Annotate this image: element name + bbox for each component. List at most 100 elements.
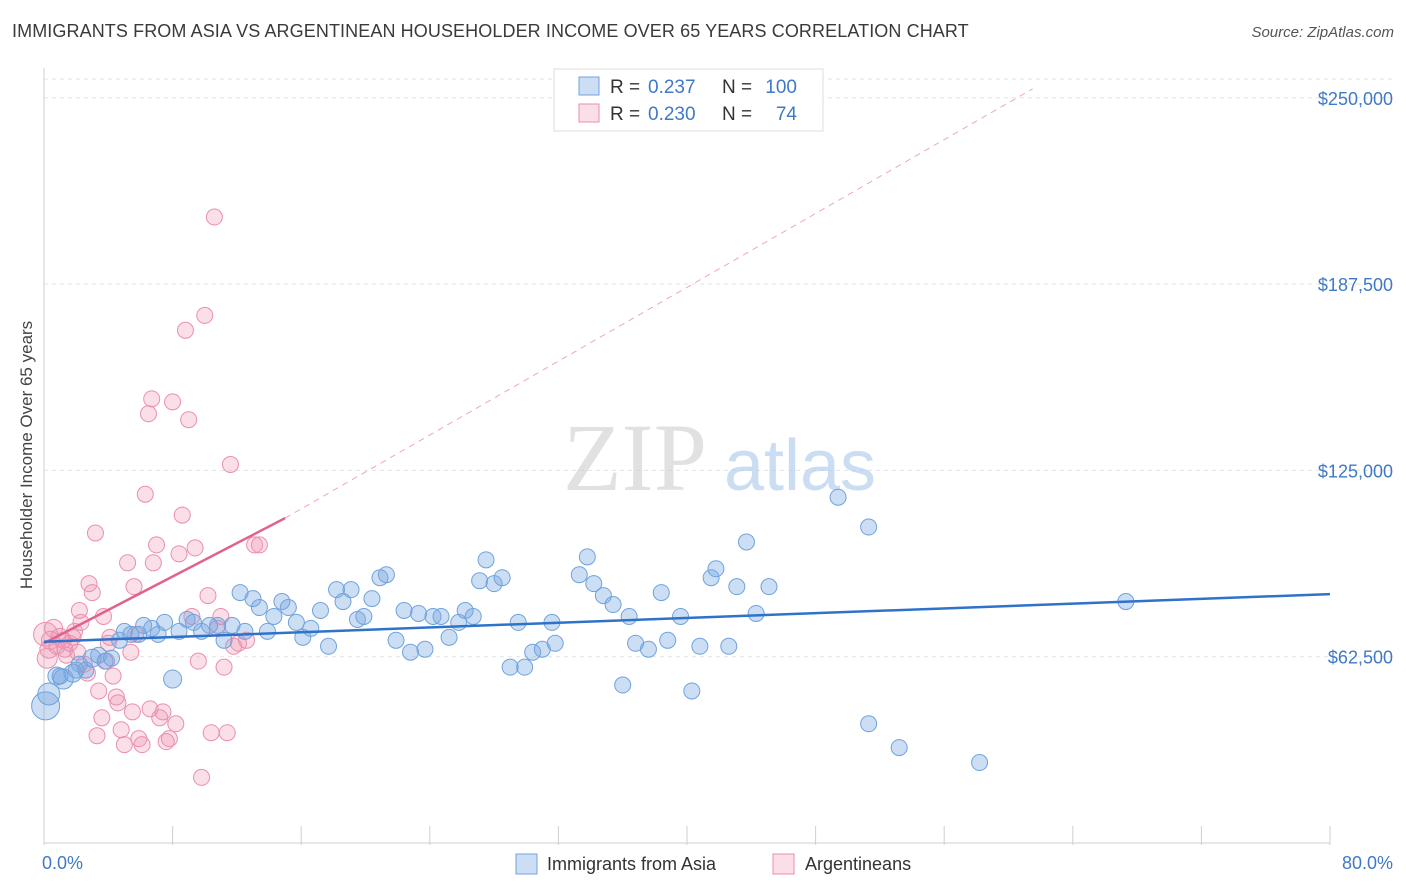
asia-point xyxy=(604,596,622,614)
y-tick-label: $62,500 xyxy=(1328,648,1393,668)
asia-point xyxy=(659,631,677,649)
argentinean-point xyxy=(160,730,178,748)
argentinean-point xyxy=(93,709,111,727)
asia-point xyxy=(334,593,352,611)
asia-point xyxy=(387,631,405,649)
asia-point xyxy=(320,637,338,655)
asia-point xyxy=(578,548,596,566)
argentinean-point xyxy=(104,667,122,685)
asia-point xyxy=(652,584,670,602)
argentinean-point xyxy=(238,631,256,649)
asia-point xyxy=(244,590,262,608)
asia-point xyxy=(67,661,85,679)
asia-point xyxy=(209,616,227,634)
legend-n-label-1: N = xyxy=(722,77,752,98)
asia-point xyxy=(971,754,989,772)
asia-point xyxy=(570,566,588,584)
asia-point xyxy=(501,658,519,676)
argentinean-point xyxy=(157,733,175,751)
legend-n-value-1: 100 xyxy=(765,77,797,98)
asia-point xyxy=(720,637,738,655)
bottom-legend-label-argentineans: Argentineans xyxy=(805,854,911,874)
argentinean-point xyxy=(173,506,191,524)
asia-point xyxy=(410,604,428,622)
argentinean-point xyxy=(86,524,104,542)
argentinean-point xyxy=(148,536,166,554)
asia-point xyxy=(273,593,291,611)
asia-point xyxy=(279,599,297,617)
argentinean-point xyxy=(123,703,141,721)
argentinean-point xyxy=(202,724,220,742)
y-tick-label: $187,500 xyxy=(1318,275,1393,295)
argentinean-point xyxy=(70,602,88,619)
asia-point xyxy=(516,658,534,676)
legend-swatch-blue xyxy=(578,76,600,96)
asia-point xyxy=(163,669,183,689)
argentinean-point xyxy=(115,736,133,754)
asia-point xyxy=(760,578,778,596)
asia-point xyxy=(620,607,638,625)
argentinean-point xyxy=(154,703,172,721)
argentinean-point xyxy=(176,321,194,339)
argentinean-point xyxy=(196,306,214,324)
y-axis-label: Householder Income Over 65 years xyxy=(17,321,36,589)
asia-point xyxy=(47,666,67,686)
asia-point xyxy=(37,682,61,706)
y-tick-label: $250,000 xyxy=(1318,89,1393,109)
argentinean-point xyxy=(186,539,204,557)
argentinean-point xyxy=(199,587,217,605)
argentinean-point xyxy=(250,536,268,554)
argentinean-point xyxy=(144,554,162,572)
asia-point xyxy=(639,640,657,658)
argentinean-point xyxy=(180,411,198,429)
legend-n-value-2: 74 xyxy=(776,104,798,125)
asia-point xyxy=(585,575,603,593)
argentinean-point xyxy=(136,485,154,503)
asia-point xyxy=(829,488,847,506)
argentinean-point xyxy=(164,393,182,411)
asia-point xyxy=(737,533,755,551)
asia-point xyxy=(342,581,360,599)
legend-r-value-1: 0.237 xyxy=(648,77,696,98)
argentinean-trend-extension xyxy=(284,88,1033,519)
argentinean-point xyxy=(119,554,137,572)
argentinean-point xyxy=(218,724,236,742)
asia-point xyxy=(747,604,765,622)
asia-point xyxy=(546,634,564,652)
asia-point xyxy=(728,578,746,596)
asia-point xyxy=(90,646,108,664)
asia-point xyxy=(51,667,69,685)
argentinean-point xyxy=(139,405,157,423)
legend-r-value-2: 0.230 xyxy=(648,104,696,125)
asia-point xyxy=(250,599,268,617)
asia-point xyxy=(691,637,709,655)
asia-point xyxy=(363,590,381,608)
bottom-legend-swatch-argentineans xyxy=(772,853,795,875)
source-label: Source: ZipAtlas.com xyxy=(1251,24,1394,41)
asia-trend-line xyxy=(43,592,1331,644)
asia-point xyxy=(614,676,632,694)
asia-point xyxy=(471,572,489,590)
asia-point xyxy=(672,607,690,625)
asia-point xyxy=(258,622,276,640)
bottom-legend-swatch-asia xyxy=(515,853,538,875)
asia-point xyxy=(302,619,320,637)
asia-point xyxy=(395,602,413,619)
argentinean-point xyxy=(133,736,151,754)
watermark: ZIP atlas xyxy=(563,404,876,511)
watermark-atlas: atlas xyxy=(724,426,876,506)
argentinean-point xyxy=(83,584,101,602)
asia-point xyxy=(103,649,121,667)
asia-point xyxy=(477,551,495,569)
argentinean-trend-line xyxy=(43,516,286,645)
argentinean-point xyxy=(170,545,188,563)
axes xyxy=(43,68,1331,845)
asia-point xyxy=(432,607,450,625)
argentinean-point xyxy=(141,700,159,718)
argentinean-point xyxy=(90,682,108,700)
legend-swatch-pink xyxy=(578,103,600,123)
chart-title: IMMIGRANTS FROM ASIA VS ARGENTINEAN HOUS… xyxy=(12,21,969,41)
asia-point xyxy=(890,739,908,757)
x-tick-label-max: 80.0% xyxy=(1342,853,1393,873)
